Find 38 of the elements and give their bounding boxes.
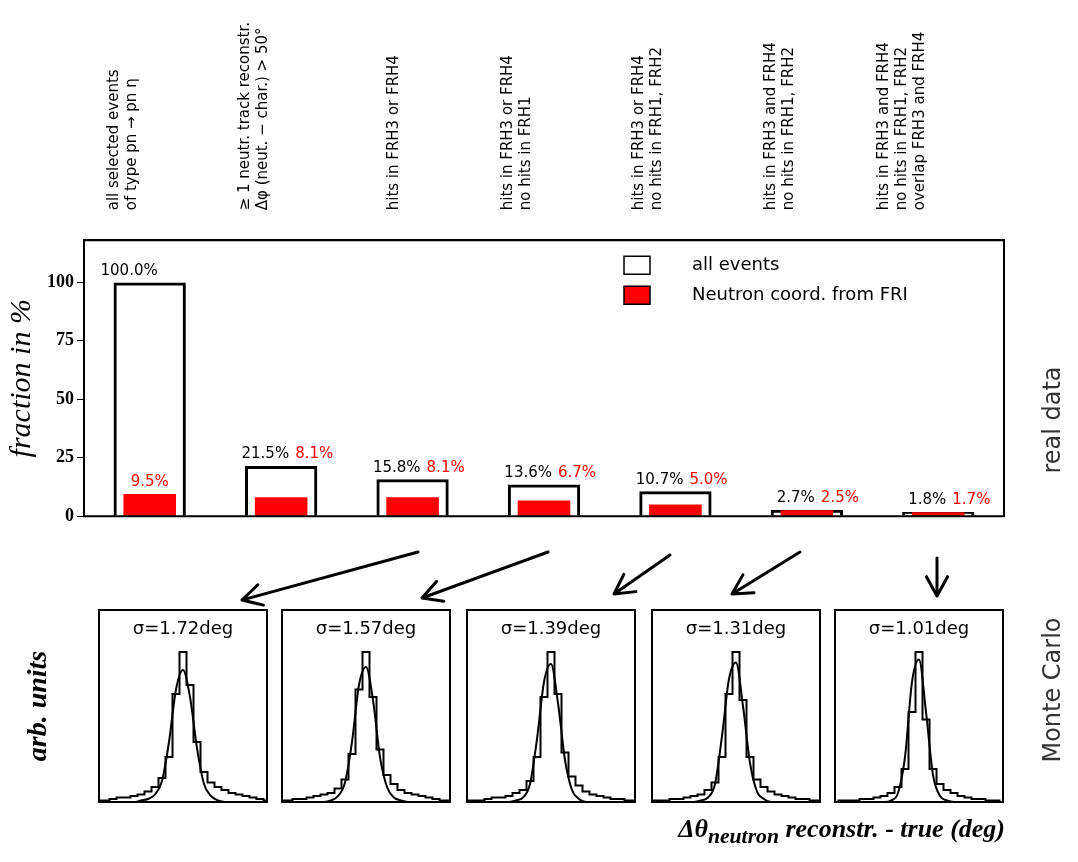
y-tick-label: 0 — [65, 504, 74, 525]
y-tick-label: 50 — [56, 387, 74, 408]
chart-title: σ=1.39deg — [500, 616, 602, 638]
chart-title: σ=1.01deg — [868, 616, 970, 638]
data-label: 15.8% — [372, 457, 421, 476]
data-label: 100.0% — [100, 260, 158, 279]
y-axis-title: arb. units — [21, 650, 53, 762]
x-tick-label: hits in FRH3 and FRH4 no hits in FRH1, FRH2 overlap FRH3 and FRH4 — [874, 31, 929, 211]
y-tick-label: 100 — [47, 271, 74, 292]
chart-title: σ=1.57deg — [315, 616, 417, 638]
x-tick-label: hits in FRH3 or FRH4 no hits in FRH1 — [497, 55, 534, 211]
data-label: 2.7% — [776, 488, 815, 507]
data-label: 2.5% — [820, 488, 859, 507]
data-label: 13.6% — [504, 462, 552, 481]
x-axis-title: Δθ$_{neutron}$ reconstr. - true (deg) — [678, 814, 1005, 850]
text: real data — [1038, 366, 1066, 474]
data-label: 1.8% — [908, 490, 947, 509]
data-label: 10.7% — [635, 469, 684, 488]
legend-label: all events — [692, 252, 780, 274]
data-label: 1.7% — [952, 490, 991, 509]
data-label: 21.5% — [241, 444, 290, 463]
x-tick-label: hits in FRH3 or FRH4 no hits in FRH1, FRH2 — [629, 46, 666, 211]
data-label: 6.7% — [558, 462, 597, 481]
x-tick-label: all selected events of type pn → pn η — [103, 69, 140, 211]
data-label: 8.1% — [295, 444, 334, 463]
x-tick-label: hits in FRH3 or FRH4 — [384, 55, 403, 211]
chart-title: σ=1.31deg — [685, 616, 787, 638]
y-tick-label: 25 — [56, 446, 74, 467]
legend-label: Neutron coord. from FRI — [692, 282, 908, 304]
data-label: 9.5% — [130, 472, 169, 491]
chart-title: σ=1.72deg — [132, 616, 234, 638]
y-tick-label: 75 — [56, 329, 74, 350]
data-label: 8.1% — [426, 457, 465, 476]
x-tick-label: ≥ 1 neutr. track reconstr. Δφ (neut. − char.) > 50° — [235, 21, 272, 211]
data-label: 5.0% — [689, 469, 728, 488]
text: Monte Carlo — [1038, 617, 1066, 763]
y-axis-title: fraction in % — [2, 299, 36, 458]
x-tick-label: hits in FRH3 and FRH4 no hits in FRH1, FRH2 — [760, 42, 797, 211]
